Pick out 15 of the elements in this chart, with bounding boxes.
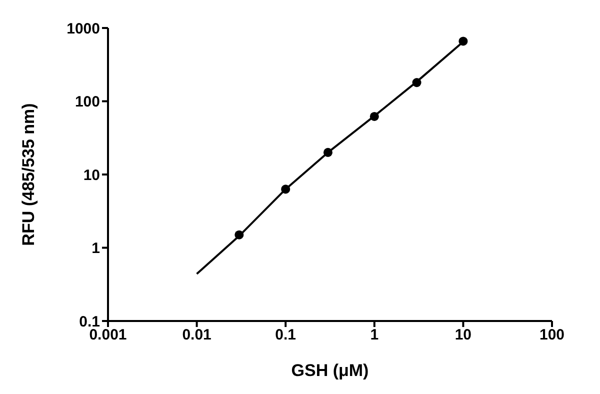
point: [458, 36, 468, 46]
x-tick-label: 0.01: [182, 326, 212, 344]
y-tick-label: 10: [83, 166, 100, 184]
x-tick-label: 1: [370, 326, 379, 344]
y-tick-label: 100: [74, 94, 100, 111]
y-tick-label: 1000: [66, 20, 100, 38]
x-axis-title: GSH (μM): [291, 361, 369, 380]
point: [370, 112, 379, 121]
point: [234, 230, 244, 240]
x-tick-label: 0.1: [275, 326, 296, 344]
y-axis-title: RFU (485/535 nm): [19, 103, 38, 246]
x-tick-label: 100: [539, 326, 565, 344]
x-tick-label: 10: [454, 326, 472, 344]
point: [323, 148, 332, 157]
y-tick-label: 1: [92, 240, 100, 258]
